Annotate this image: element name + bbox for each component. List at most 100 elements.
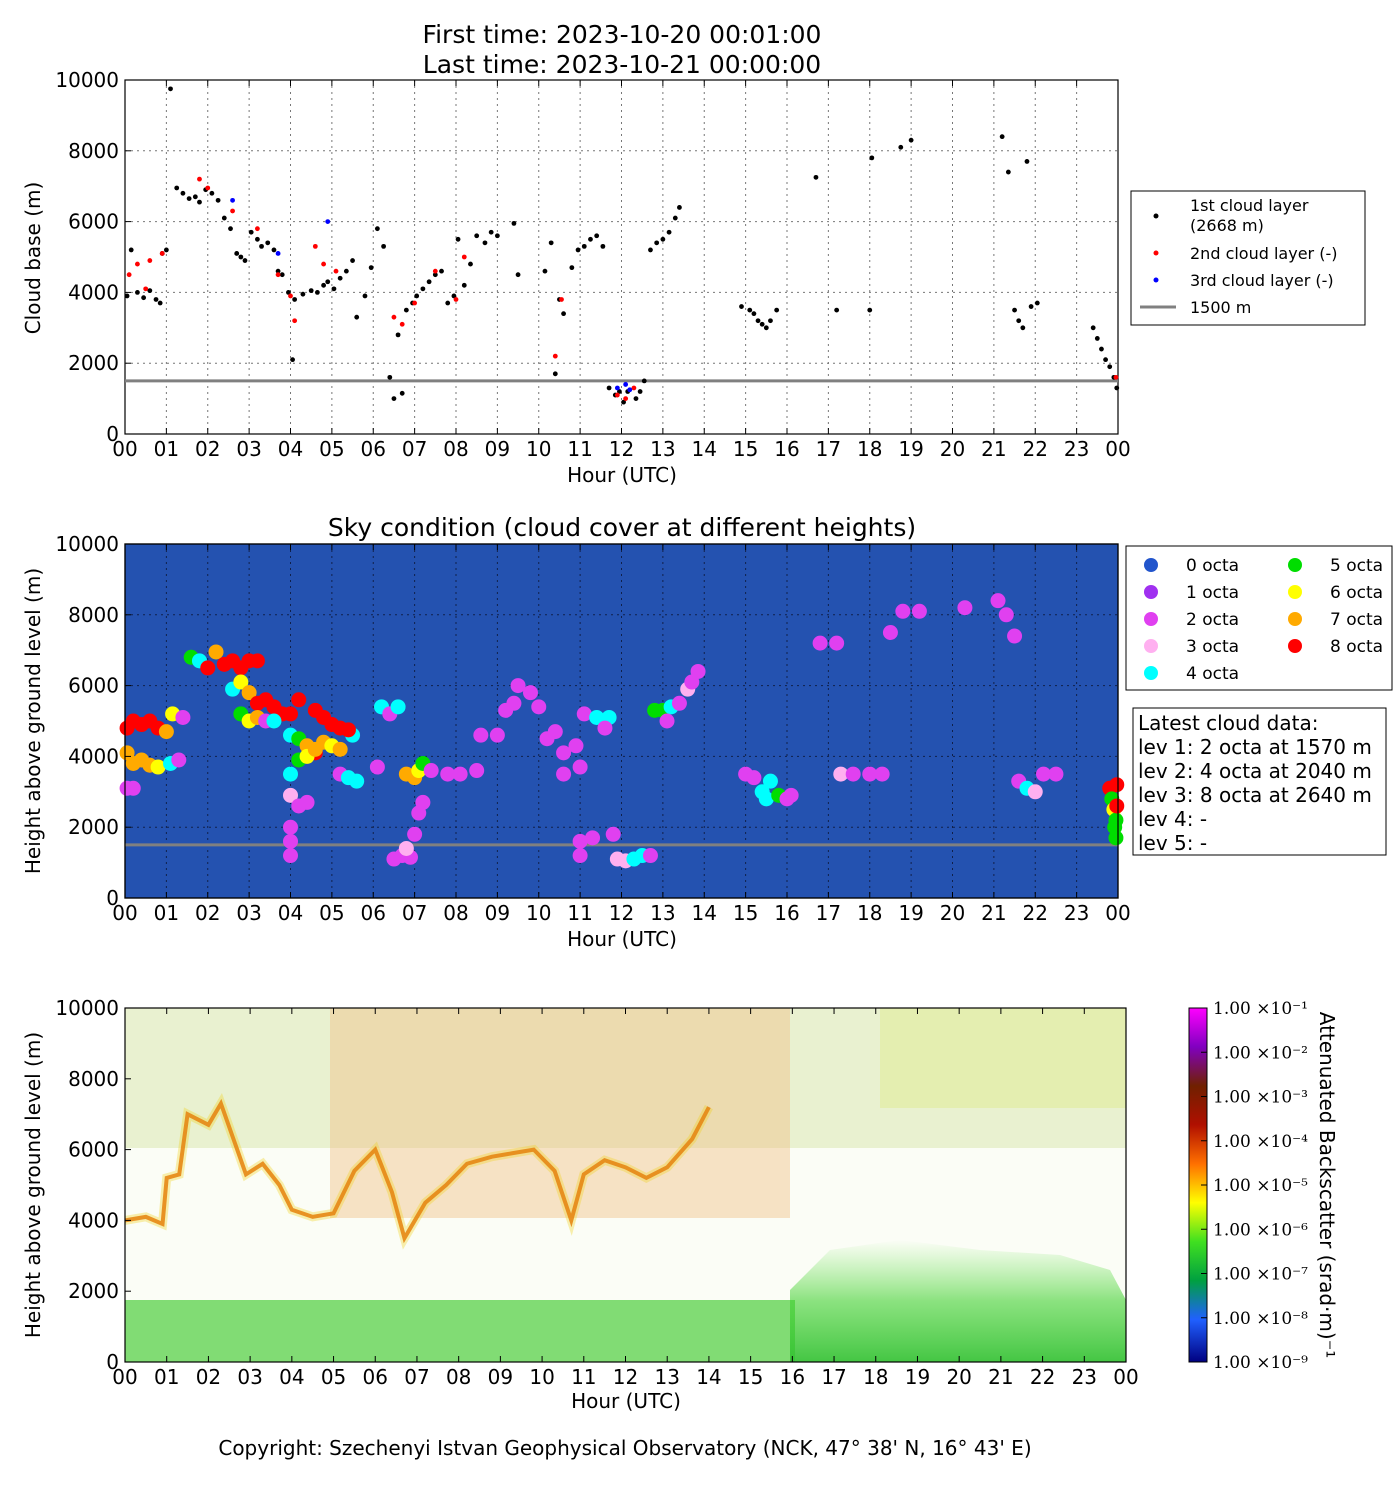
octa-2-point (440, 766, 456, 782)
octa-2-point (845, 766, 861, 782)
x-tick-label: 05 (319, 437, 344, 461)
octa-2-point (547, 724, 563, 740)
layer1-point (606, 385, 612, 391)
layer2-point (453, 297, 459, 302)
layer2-point (333, 268, 339, 274)
octa-8-point (249, 653, 265, 669)
octa-2-point (369, 759, 385, 775)
layer1-point (387, 374, 393, 380)
x-tick-label: 14 (696, 1365, 721, 1389)
layer1-point (511, 220, 517, 226)
octa-3-point (398, 840, 414, 856)
x-tick-label: 09 (485, 901, 510, 925)
octa-2-point (576, 706, 592, 722)
octa-2-point (572, 759, 588, 775)
octa-2-point (510, 678, 526, 694)
layer1-point (300, 291, 306, 297)
x-tick-label: 15 (733, 901, 758, 925)
cloud-base-axes: 00 01 02 03 04 05 06 07 08 09 10 11 12 13 14 15 16 17 18 19… (55, 68, 1130, 461)
layer3-point (230, 197, 235, 203)
layer1-point (271, 247, 277, 253)
layer1-point (265, 240, 271, 246)
y-tick-label: 6000 (68, 674, 119, 698)
octa-2-point (911, 603, 927, 619)
layer1-point (451, 293, 457, 299)
legend-layer1-line2: (2668 m) (1190, 216, 1264, 235)
layer1-point (1034, 300, 1040, 306)
x-tick-label: 11 (571, 1365, 596, 1389)
layer1-point (141, 295, 147, 301)
layer1-point (677, 205, 682, 210)
layer2-point (147, 258, 153, 263)
layer2-point (143, 286, 149, 292)
x-tick-label: 17 (816, 901, 841, 925)
legend-marker-layer2 (1153, 250, 1159, 256)
x-tick-label: 10 (529, 1365, 554, 1389)
x-tick-label: 06 (361, 437, 386, 461)
layer2-point (623, 396, 629, 401)
layer1-point (242, 258, 248, 263)
octa-2-point (283, 833, 298, 849)
legend-label-octa-1: 1 octa (1186, 583, 1239, 603)
layer2-point (255, 226, 260, 232)
sky-ylabel: Height above ground level (m) (21, 568, 45, 874)
octa-2-point (659, 713, 675, 729)
layer1-point (600, 243, 606, 249)
layer1-point (259, 243, 264, 249)
y-tick-label: 10000 (55, 996, 119, 1020)
colorbar-tick-label: 1.00 ×10⁻⁸ (1213, 1309, 1308, 1329)
x-tick-label: 00 (1113, 1365, 1138, 1389)
layer1-point (869, 155, 875, 161)
layer1-point (399, 390, 405, 396)
y-tick-label: 8000 (68, 603, 119, 627)
x-tick-label: 16 (774, 901, 799, 925)
latest-cloud-lev1: lev 1: 2 octa at 1570 m (1138, 735, 1372, 759)
layer1-point (279, 272, 285, 278)
x-tick-label: 02 (196, 1365, 221, 1389)
x-tick-label: 18 (863, 1365, 888, 1389)
layer1-point (403, 307, 409, 313)
octa-2-point (175, 709, 191, 725)
sky-title: Sky condition (cloud cover at different … (328, 513, 916, 542)
octa-2-point (489, 727, 505, 743)
layer1-point (153, 297, 159, 302)
legend-label-octa-5: 5 octa (1330, 556, 1383, 576)
layer1-point (426, 279, 432, 285)
legend-label-octa-2: 2 octa (1186, 610, 1239, 630)
octa-3-point (833, 766, 849, 782)
layer1-point (768, 318, 773, 324)
cloud-base-panel: 00 01 02 03 04 05 06 07 08 09 10 11 12 13 14 15 16 17 18 19… (21, 68, 1366, 487)
backscatter-xlabel: Hour (UTC) (571, 1389, 681, 1413)
x-tick-label: 01 (154, 901, 179, 925)
legend-label-octa-7: 7 octa (1330, 610, 1383, 630)
layer1-point (290, 357, 295, 363)
layer1-point (747, 307, 753, 313)
octa-2-point (568, 738, 584, 754)
layer1-point (362, 293, 368, 299)
layer1-point (331, 286, 337, 292)
layer1-point (1099, 346, 1104, 352)
layer1-point (1028, 304, 1034, 309)
layer3-point (275, 251, 281, 256)
backscatter-ylabel: Height above ground level (m) (21, 1032, 45, 1338)
layer1-point (867, 307, 873, 313)
layer1-point (759, 321, 765, 327)
backscatter-cloud-trace-halo (125, 1092, 713, 1250)
y-tick-label: 8000 (68, 139, 119, 163)
octa-4-point (266, 713, 282, 729)
x-tick-label: 20 (940, 901, 965, 925)
octa-8-point (1109, 777, 1125, 793)
layer1-point (482, 240, 488, 246)
octa-2-point (585, 830, 601, 846)
x-tick-label: 16 (774, 437, 799, 461)
octa-2-point (882, 625, 898, 640)
layer1-point (588, 236, 593, 242)
layer2-point (288, 293, 293, 299)
layer1-point (157, 300, 163, 306)
layer1-point (1103, 357, 1108, 363)
x-tick-label: 12 (609, 901, 634, 925)
layer1-point (1020, 325, 1026, 331)
sky-xlabel: Hour (UTC) (567, 927, 677, 951)
legend-marker-layer1 (1153, 213, 1159, 219)
octa-2-point (572, 833, 588, 849)
